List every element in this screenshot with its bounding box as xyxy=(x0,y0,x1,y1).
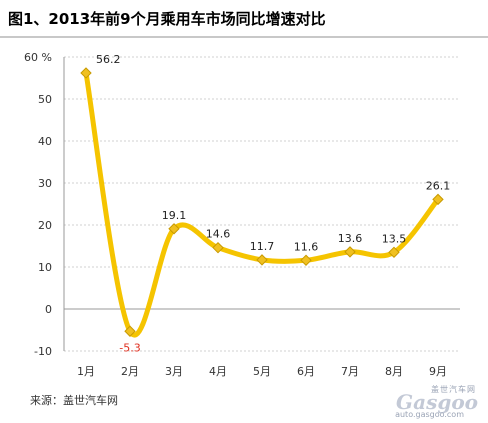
y-tick-label: 10 xyxy=(38,261,52,274)
data-label: 13.6 xyxy=(338,232,363,245)
watermark-brand: Gasgoo xyxy=(396,390,478,414)
series-line xyxy=(83,70,441,338)
watermark-url: auto.gasgoo.com xyxy=(395,410,464,419)
data-point-marker xyxy=(168,223,180,235)
x-tick-label: 3月 xyxy=(165,365,183,378)
y-tick-label: 60 % xyxy=(24,51,52,64)
chart-title: 图1、2013年前9个月乘用车市场同比增速对比 xyxy=(8,10,326,28)
y-tick-label: 50 xyxy=(38,93,52,106)
data-label: 11.6 xyxy=(294,240,319,253)
data-point-marker xyxy=(300,254,312,266)
y-tick-label: 20 xyxy=(38,219,52,232)
data-point-marker xyxy=(388,246,400,259)
gasgoo-watermark-logo: 盖世汽车网 Gasgoo auto.gasgoo.com xyxy=(372,384,484,419)
data-point-marker xyxy=(432,193,444,206)
x-tick-label: 5月 xyxy=(253,365,271,378)
x-tick-label: 6月 xyxy=(297,365,315,378)
y-tick-label: 40 xyxy=(38,135,52,148)
data-label: 11.7 xyxy=(250,240,275,253)
y-tick-label: 30 xyxy=(38,177,52,190)
source-note: 来源：盖世汽车网 xyxy=(30,394,118,407)
data-label: -5.3 xyxy=(119,341,140,354)
x-tick-label: 2月 xyxy=(121,365,139,378)
data-label: 56.2 xyxy=(96,53,121,66)
x-tick-label: 4月 xyxy=(209,365,227,378)
title-divider xyxy=(0,36,488,38)
x-tick-label: 1月 xyxy=(77,365,95,378)
data-label: 19.1 xyxy=(162,209,187,222)
x-tick-label: 7月 xyxy=(341,365,359,378)
data-point-marker xyxy=(212,241,224,254)
data-label: 14.6 xyxy=(206,228,231,241)
data-point-marker xyxy=(344,246,356,258)
data-point-marker xyxy=(80,67,92,79)
data-point-marker xyxy=(256,254,268,266)
y-tick-label: 0 xyxy=(45,303,52,316)
watermark-tagline: 盖世汽车网 xyxy=(431,385,476,394)
y-tick-label: -10 xyxy=(34,345,52,358)
x-tick-label: 8月 xyxy=(385,365,403,378)
data-label: 13.5 xyxy=(382,232,407,245)
data-point-marker xyxy=(124,325,136,337)
x-tick-label: 9月 xyxy=(429,365,447,378)
data-label: 26.1 xyxy=(426,179,451,192)
